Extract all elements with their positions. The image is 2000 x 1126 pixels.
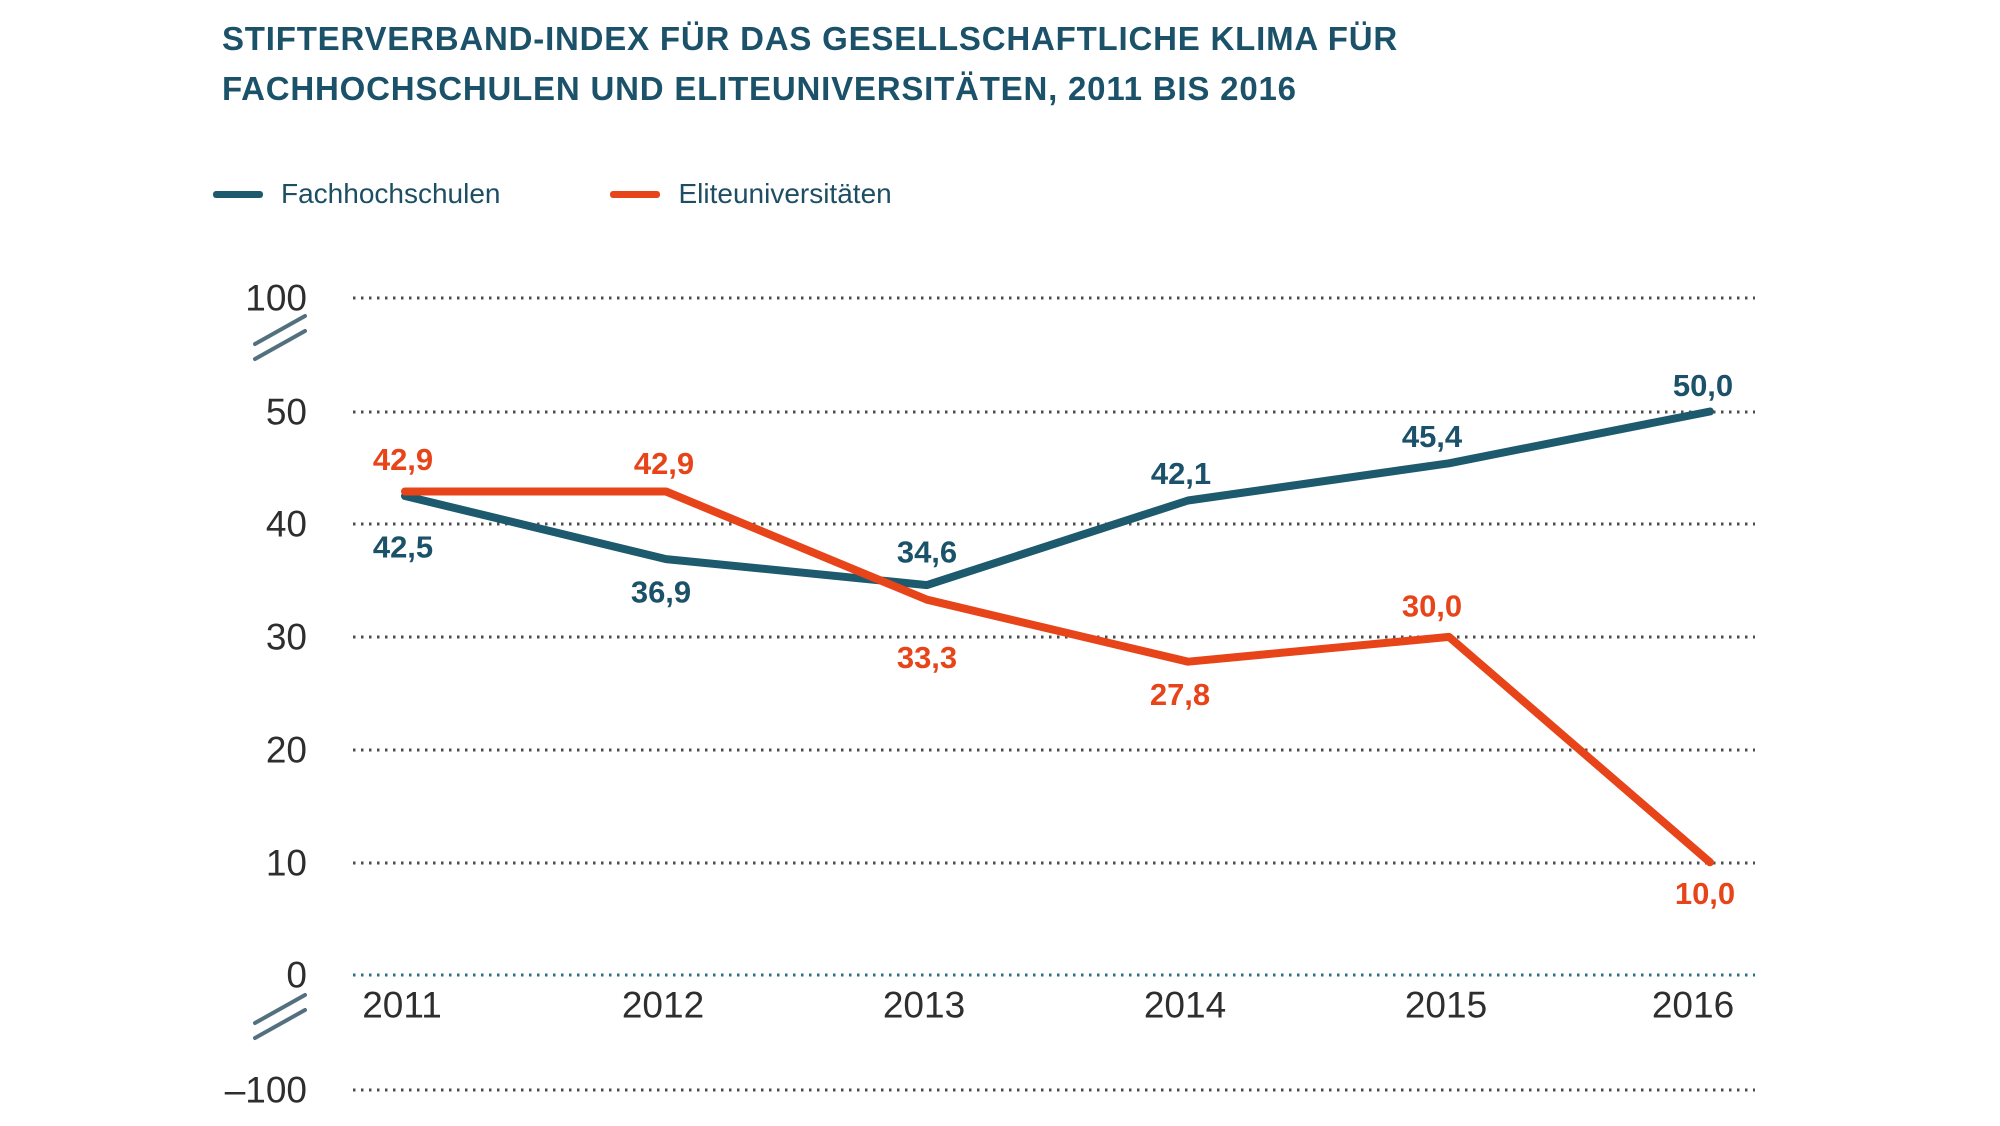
axis-break-icon <box>253 1008 307 1040</box>
data-label-eliteuniversitäten: 33,3 <box>897 640 957 675</box>
y-tick-label: 40 <box>266 504 307 545</box>
chart-title-line1: STIFTERVERBAND-INDEX FÜR DAS GESELLSCHAF… <box>222 20 1398 57</box>
y-tick-label: 50 <box>266 392 307 433</box>
y-tick-label: 0 <box>286 955 307 996</box>
x-tick-label: 2013 <box>883 985 965 1026</box>
x-tick-label: 2012 <box>622 985 704 1026</box>
series-line-eliteuniversitäten <box>401 487 1714 867</box>
legend-label-eliteuniversitaeten: Eliteuniversitäten <box>678 178 892 209</box>
axis-break-icon <box>253 314 307 346</box>
y-tick-label: –100 <box>225 1070 307 1111</box>
chart-title: STIFTERVERBAND-INDEX FÜR DAS GESELLSCHAF… <box>222 14 1722 114</box>
axis-break-icon <box>253 993 307 1025</box>
legend-swatch-fachhochschulen <box>213 190 263 198</box>
legend-item-eliteuniversitaeten: Eliteuniversitäten <box>610 178 892 210</box>
x-tick-label: 2016 <box>1652 985 1734 1026</box>
data-label-eliteuniversitäten: 42,9 <box>634 446 694 481</box>
legend-label-fachhochschulen: Fachhochschulen <box>281 178 501 209</box>
data-label-fachhochschulen: 50,0 <box>1673 368 1733 403</box>
y-tick-label: 30 <box>266 617 307 658</box>
data-label-fachhochschulen: 36,9 <box>631 575 691 610</box>
y-tick-label: 20 <box>266 730 307 771</box>
legend-swatch-eliteuniversitaeten <box>610 190 661 198</box>
data-label-fachhochschulen: 34,6 <box>897 535 957 570</box>
data-label-fachhochschulen: 42,5 <box>373 530 433 565</box>
data-label-fachhochschulen: 42,1 <box>1151 456 1211 491</box>
data-label-eliteuniversitäten: 30,0 <box>1402 588 1462 623</box>
data-label-eliteuniversitäten: 42,9 <box>373 442 433 477</box>
data-label-fachhochschulen: 45,4 <box>1402 419 1463 454</box>
x-tick-label: 2014 <box>1144 985 1226 1026</box>
data-label-eliteuniversitäten: 27,8 <box>1150 677 1210 712</box>
legend: Fachhochschulen Eliteuniversitäten <box>213 176 892 212</box>
series-line-fachhochschulen <box>401 407 1714 590</box>
axis-break-icon <box>253 329 307 361</box>
x-tick-label: 2011 <box>362 985 442 1026</box>
y-tick-label: 100 <box>245 278 307 319</box>
legend-item-fachhochschulen: Fachhochschulen <box>213 178 500 210</box>
x-tick-label: 2015 <box>1405 985 1487 1026</box>
chart-title-line2: FACHHOCHSCHULEN UND ELITEUNIVERSITÄTEN, … <box>222 70 1297 107</box>
y-tick-label: 10 <box>266 843 307 884</box>
data-label-eliteuniversitäten: 10,0 <box>1675 876 1735 911</box>
